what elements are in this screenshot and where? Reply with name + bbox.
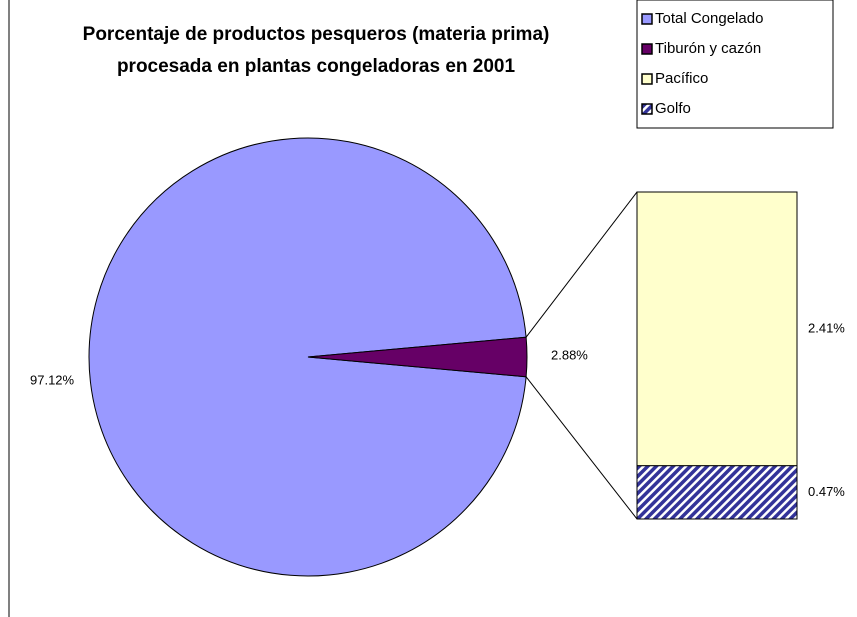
legend-label: Total Congelado bbox=[655, 10, 763, 27]
legend-label: Tiburón y cazón bbox=[655, 40, 761, 57]
legend-swatch bbox=[641, 13, 653, 25]
pie-slice bbox=[307, 336, 528, 378]
bar-segment bbox=[636, 191, 798, 467]
connector-line bbox=[525, 191, 638, 338]
bar-segment bbox=[636, 465, 798, 520]
legend-swatch bbox=[641, 103, 653, 115]
data-label: 0.47% bbox=[808, 484, 845, 499]
data-label: 2.41% bbox=[808, 320, 845, 335]
chart-title: Porcentaje de productos pesqueros (mater… bbox=[83, 24, 550, 45]
data-label: 2.88% bbox=[551, 347, 588, 362]
legend-label: Golfo bbox=[655, 100, 691, 117]
data-label: 97.12% bbox=[30, 372, 75, 387]
legend-box bbox=[636, 0, 834, 129]
legend-label: Pacífico bbox=[655, 70, 708, 87]
legend-swatch bbox=[641, 73, 653, 85]
connector-line bbox=[525, 376, 638, 520]
legend-swatch bbox=[641, 43, 653, 55]
pie-slice bbox=[88, 137, 527, 577]
chart-title: procesada en plantas congeladoras en 200… bbox=[117, 56, 516, 77]
